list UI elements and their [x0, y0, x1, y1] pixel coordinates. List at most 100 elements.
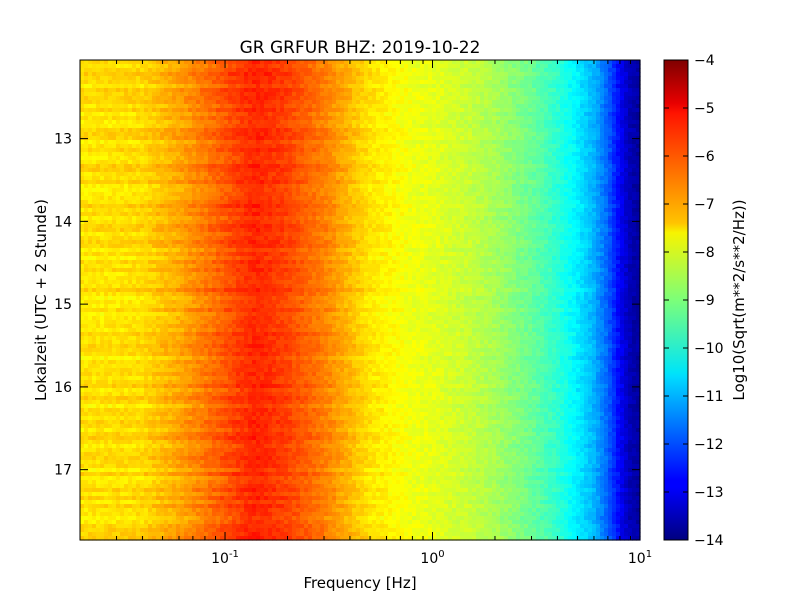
heatmap-cell [120, 336, 125, 341]
heatmap-cell [104, 444, 109, 449]
heatmap-cell [184, 152, 189, 157]
heatmap-cell [136, 236, 141, 241]
heatmap-cell [88, 336, 93, 341]
heatmap-cell [232, 188, 237, 193]
heatmap-cell [84, 204, 89, 209]
heatmap-cell [148, 268, 153, 273]
heatmap-cell [100, 216, 105, 221]
heatmap-cell [152, 180, 157, 185]
heatmap-cell [96, 132, 101, 137]
heatmap-cell [92, 472, 97, 477]
heatmap-cell [84, 132, 89, 137]
heatmap-cell [244, 140, 249, 145]
heatmap-cell [128, 504, 133, 509]
heatmap-cell [180, 148, 185, 153]
heatmap-cell [232, 160, 237, 165]
heatmap-cell [160, 300, 165, 305]
heatmap-cell [220, 360, 225, 365]
heatmap-cell [184, 368, 189, 373]
heatmap-cell [124, 428, 129, 433]
heatmap-cell [128, 88, 133, 93]
heatmap-cell [108, 464, 113, 469]
heatmap-cell [176, 296, 181, 301]
heatmap-cell [96, 212, 101, 217]
heatmap-cell [96, 192, 101, 197]
heatmap-cell [204, 392, 209, 397]
heatmap-cell [172, 372, 177, 377]
heatmap-cell [180, 528, 185, 533]
heatmap-cell [80, 204, 85, 209]
heatmap-cell [172, 224, 177, 229]
heatmap-cell [188, 488, 193, 493]
heatmap-cell [140, 232, 145, 237]
heatmap-cell [224, 292, 229, 297]
heatmap-cell [140, 80, 145, 85]
heatmap-cell [140, 508, 145, 513]
heatmap-cell [132, 132, 137, 137]
heatmap-cell [172, 260, 177, 265]
heatmap-cell [104, 296, 109, 301]
heatmap-cell [80, 116, 85, 121]
heatmap-cell [136, 72, 141, 77]
heatmap-cell [128, 396, 133, 401]
heatmap-cell [112, 284, 117, 289]
heatmap-cell [236, 532, 241, 537]
heatmap-cell [240, 288, 245, 293]
heatmap-cell [96, 256, 101, 261]
heatmap-cell [176, 392, 181, 397]
heatmap-cell [216, 112, 221, 117]
heatmap-cell [128, 276, 133, 281]
heatmap-cell [168, 512, 173, 517]
heatmap-cell [200, 124, 205, 129]
heatmap-cell [112, 440, 117, 445]
heatmap-cell [176, 92, 181, 97]
heatmap-cell [172, 464, 177, 469]
heatmap-cell [84, 380, 89, 385]
heatmap-cell [140, 100, 145, 105]
heatmap-cell [164, 120, 169, 125]
heatmap-cell [152, 96, 157, 101]
heatmap-cell [200, 196, 205, 201]
heatmap-cell [104, 476, 109, 481]
heatmap-cell [168, 428, 173, 433]
heatmap-cell [124, 304, 129, 309]
heatmap-cell [100, 380, 105, 385]
heatmap-cell [160, 272, 165, 277]
heatmap-cell [244, 244, 249, 249]
heatmap-cell [180, 536, 185, 541]
heatmap-cell [196, 504, 201, 509]
heatmap-cell [204, 188, 209, 193]
heatmap-cell [144, 232, 149, 237]
heatmap-cell [104, 320, 109, 325]
heatmap-cell [200, 148, 205, 153]
heatmap-cell [164, 168, 169, 173]
heatmap-cell [220, 412, 225, 417]
heatmap-cell [148, 104, 153, 109]
heatmap-cell [96, 220, 101, 225]
heatmap-cell [176, 288, 181, 293]
heatmap-cell [212, 308, 217, 313]
heatmap-cell [148, 192, 153, 197]
heatmap-cell [84, 420, 89, 425]
heatmap-cell [236, 280, 241, 285]
heatmap-cell [140, 344, 145, 349]
heatmap-cell [224, 288, 229, 293]
heatmap-cell [168, 536, 173, 541]
heatmap-cell [208, 476, 213, 481]
heatmap-cell [104, 468, 109, 473]
heatmap-cell [216, 104, 221, 109]
heatmap-cell [172, 468, 177, 473]
heatmap-cell [112, 64, 117, 69]
heatmap-cell [160, 520, 165, 525]
heatmap-cell [112, 264, 117, 269]
heatmap-cell [84, 384, 89, 389]
heatmap-cell [148, 272, 153, 277]
heatmap-cell [192, 260, 197, 265]
heatmap-cell [80, 208, 85, 213]
heatmap-cell [156, 224, 161, 229]
heatmap-cell [104, 128, 109, 133]
heatmap-cell [100, 356, 105, 361]
heatmap-cell [208, 460, 213, 465]
heatmap-cell [104, 160, 109, 165]
heatmap-cell [80, 360, 85, 365]
